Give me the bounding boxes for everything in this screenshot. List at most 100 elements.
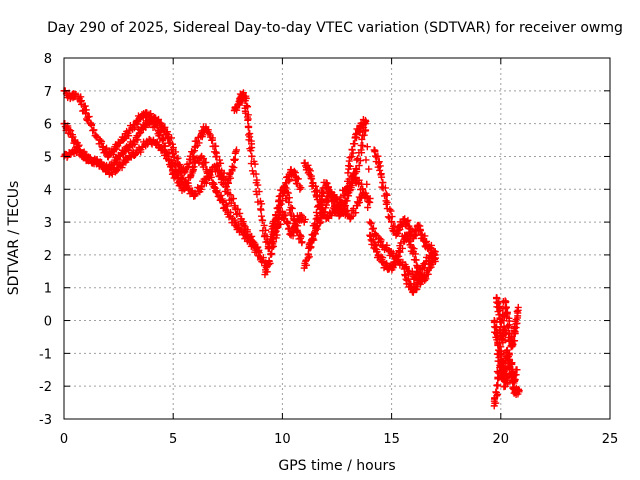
data-point — [393, 253, 401, 261]
y-tick-label: 1 — [44, 282, 52, 297]
data-point — [515, 387, 523, 395]
data-point — [272, 211, 280, 219]
data-point — [355, 162, 363, 170]
data-point — [205, 130, 213, 138]
data-point — [379, 184, 387, 192]
data-point — [270, 217, 278, 225]
data-point — [302, 256, 310, 264]
data-point — [169, 150, 177, 158]
data-point — [120, 134, 128, 142]
data-point — [230, 164, 238, 172]
data-point — [224, 190, 232, 198]
data-point — [361, 116, 369, 124]
y-tick-label: -3 — [39, 413, 52, 428]
data-point — [319, 206, 327, 214]
data-point — [147, 117, 155, 125]
data-point — [342, 184, 350, 192]
data-point — [225, 213, 233, 221]
data-point — [359, 142, 367, 150]
data-point — [187, 171, 195, 179]
data-point — [218, 198, 226, 206]
data-point — [253, 190, 261, 198]
data-point — [245, 136, 253, 144]
data-point — [401, 221, 409, 229]
data-point — [243, 228, 251, 236]
data-point — [297, 184, 305, 192]
data-point — [374, 152, 382, 160]
data-point — [365, 165, 373, 173]
data-point — [214, 167, 222, 175]
data-point — [496, 306, 504, 314]
data-point — [258, 258, 266, 266]
data-point — [251, 160, 259, 168]
data-points — [60, 87, 523, 410]
data-point — [391, 259, 399, 267]
data-point — [72, 90, 80, 98]
data-point — [514, 385, 522, 393]
data-point — [366, 194, 374, 202]
data-point — [208, 136, 216, 144]
data-point — [492, 388, 500, 396]
data-point — [74, 146, 82, 154]
data-point — [159, 146, 167, 154]
data-point — [290, 216, 298, 224]
tick-labels: 0 5 10 15 20 25 -3 -2 -1 0 1 2 3 4 5 6 7 8 — [39, 52, 618, 447]
data-point — [287, 211, 295, 219]
data-point — [317, 209, 325, 217]
data-point — [312, 222, 320, 230]
data-point — [248, 144, 256, 152]
data-point — [283, 195, 291, 203]
data-point — [416, 280, 424, 288]
data-point — [107, 147, 115, 155]
data-point — [181, 168, 189, 176]
data-point — [353, 156, 361, 164]
data-point — [294, 175, 302, 183]
x-tick-label: 0 — [60, 432, 68, 447]
data-point — [382, 200, 390, 208]
x-tick-label: 25 — [602, 432, 619, 447]
data-point — [394, 230, 402, 238]
data-point — [308, 175, 316, 183]
data-point — [284, 189, 292, 197]
data-point — [258, 200, 266, 208]
data-point — [258, 216, 266, 224]
data-point — [429, 254, 437, 262]
data-point — [212, 188, 220, 196]
data-point — [248, 167, 256, 175]
data-point — [248, 152, 256, 160]
data-point — [260, 221, 268, 229]
data-point — [352, 131, 360, 139]
x-tick-label: 20 — [493, 432, 510, 447]
data-point — [499, 332, 507, 340]
data-point — [217, 191, 225, 199]
data-point — [285, 198, 293, 206]
data-point — [501, 326, 509, 334]
data-point — [499, 358, 507, 366]
data-point — [375, 251, 383, 259]
data-point — [175, 171, 183, 179]
data-point — [348, 145, 356, 153]
data-point — [375, 158, 383, 166]
data-point — [86, 154, 94, 162]
data-point — [341, 191, 349, 199]
data-point — [366, 218, 374, 226]
y-tick-label: 7 — [44, 85, 52, 100]
data-point — [342, 197, 350, 205]
data-point — [505, 321, 513, 329]
data-point — [330, 191, 338, 199]
data-point — [247, 147, 255, 155]
data-point — [511, 337, 519, 345]
data-point — [296, 234, 304, 242]
data-point — [216, 172, 224, 180]
data-point — [363, 180, 371, 188]
data-point — [194, 133, 202, 141]
plot-frame — [63, 57, 611, 420]
data-point — [353, 166, 361, 174]
data-point — [268, 250, 276, 258]
data-point — [349, 149, 357, 157]
data-point — [288, 204, 296, 212]
data-point — [229, 195, 237, 203]
y-tick-label: 8 — [44, 52, 52, 67]
data-point — [363, 143, 371, 151]
